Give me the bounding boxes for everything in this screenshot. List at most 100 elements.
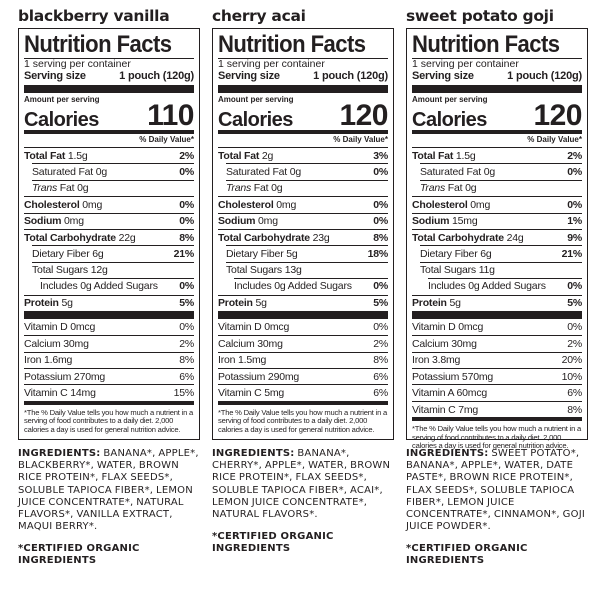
daily-value-footnote: *The % Daily Value tells you how much a … xyxy=(218,407,388,434)
trans-fat-row: Trans Fat 0g xyxy=(412,179,582,196)
sodium-dv: 1% xyxy=(567,215,582,228)
dietary-fiber-dv: 21% xyxy=(173,247,195,260)
protein-amount: 5g xyxy=(61,297,73,310)
serving-size-value: 1 pouch (120g) xyxy=(313,70,388,82)
sodium-row: Sodium 0mg 0% xyxy=(24,212,194,229)
total-fat-row: Total Fat 1.5g 2% xyxy=(412,147,582,163)
vitamin-row: Iron 3.8mg 20% xyxy=(412,351,582,368)
total-fat-amount: 2g xyxy=(261,149,274,162)
total-carb-row: Total Carbohydrate 23g 8% xyxy=(218,228,388,245)
total-fat-row: Total Fat 2g 3% xyxy=(218,147,388,163)
vitamin-label: Iron 1.5mg xyxy=(218,354,267,367)
protein-amount: 5g xyxy=(449,297,461,310)
nutrition-facts-panel: Nutrition Facts 1 serving per container … xyxy=(406,28,588,450)
vitamin-row: Vitamin D 0mcg 0% xyxy=(218,319,388,335)
total-sugars-amount: 13g xyxy=(284,263,302,276)
total-fat-dv: 2% xyxy=(567,149,582,162)
vitamin-label: Vitamin C 7mg xyxy=(412,403,479,416)
trans-label: Trans xyxy=(420,181,446,194)
vitamin-row: Iron 1.5mg 8% xyxy=(218,351,388,368)
trans-fat-amount: 0g xyxy=(77,181,89,194)
dietary-fiber-row: Dietary Fiber 5g 18% xyxy=(218,245,388,261)
total-sugars-row: Total Sugars 12g xyxy=(24,261,194,278)
vitamin-row: Vitamin A 60mcg 6% xyxy=(412,384,582,400)
protein-label: Protein xyxy=(24,297,59,310)
calories-value: 120 xyxy=(339,99,388,132)
vitamin-dv: 2% xyxy=(179,337,194,350)
dietary-fiber-row: Dietary Fiber 6g 21% xyxy=(412,245,582,261)
trans-label: Trans xyxy=(32,181,58,194)
calories-label: Calories xyxy=(218,109,293,131)
added-sugars-dv: 0% xyxy=(179,280,194,293)
serving-size-value: 1 pouch (120g) xyxy=(119,70,194,82)
vitamin-row: Vitamin C 5mg 6% xyxy=(218,384,388,400)
vitamin-label: Vitamin D 0mcg xyxy=(412,321,484,334)
vitamin-label: Vitamin C 5mg xyxy=(218,387,285,400)
serving-size: Serving size 1 pouch (120g) xyxy=(218,70,388,83)
calories-value: 120 xyxy=(533,99,582,132)
product-column-2: sweet potato goji Nutrition Facts 1 serv… xyxy=(406,0,588,567)
daily-value-footnote: *The % Daily Value tells you how much a … xyxy=(24,407,194,434)
total-fat-label: Total Fat xyxy=(24,149,66,162)
total-fat-dv: 2% xyxy=(179,149,194,162)
nutrition-facts-panel: Nutrition Facts 1 serving per container … xyxy=(18,28,200,440)
total-fat-label: Total Fat xyxy=(218,149,260,162)
dietary-fiber-amount: 6g xyxy=(92,247,104,260)
vitamin-row: Potassium 270mg 6% xyxy=(24,368,194,384)
added-sugars-label: Includes 0g Added Sugars xyxy=(234,280,352,293)
total-sugars-label: Total Sugars xyxy=(32,263,88,276)
dietary-fiber-label: Dietary Fiber xyxy=(32,247,90,260)
protein-label: Protein xyxy=(218,297,253,310)
saturated-fat-label: Saturated Fat xyxy=(226,165,288,178)
vitamin-row: Vitamin D 0mcg 0% xyxy=(412,319,582,335)
ingredients-label: INGREDIENTS: xyxy=(406,448,489,459)
trans-fat-label: Fat xyxy=(445,181,463,194)
added-sugars-label: Includes 0g Added Sugars xyxy=(428,280,546,293)
vitamin-label: Vitamin D 0mcg xyxy=(24,321,96,334)
total-carb-dv: 8% xyxy=(179,231,194,244)
product-column-0: blackberry vanilla Nutrition Facts 1 ser… xyxy=(18,0,200,567)
vitamin-dv: 0% xyxy=(179,321,194,334)
total-fat-amount: 1.5g xyxy=(67,149,88,162)
vitamin-row: Vitamin C 7mg 8% xyxy=(412,400,582,417)
saturated-fat-row: Saturated Fat 0g 0% xyxy=(218,163,388,179)
vitamin-row: Iron 1.6mg 8% xyxy=(24,351,194,368)
vitamin-label: Potassium 290mg xyxy=(218,370,300,383)
serving-size-value: 1 pouch (120g) xyxy=(507,70,582,82)
vitamin-row: Potassium 290mg 6% xyxy=(218,368,388,384)
vitamin-dv: 15% xyxy=(173,387,195,400)
serving-size-label: Serving size xyxy=(24,70,86,82)
added-sugars-dv: 0% xyxy=(567,280,582,293)
total-sugars-label: Total Sugars xyxy=(226,263,282,276)
saturated-fat-row: Saturated Fat 0g 0% xyxy=(24,163,194,179)
vitamin-dv: 10% xyxy=(561,370,583,383)
cholesterol-label: Cholesterol xyxy=(412,198,468,211)
vitamin-row: Calcium 30mg 2% xyxy=(218,335,388,351)
saturated-fat-label: Saturated Fat xyxy=(420,165,482,178)
saturated-fat-dv: 0% xyxy=(567,165,582,178)
total-sugars-amount: 12g xyxy=(90,263,108,276)
total-carb-label: Total Carbohydrate xyxy=(218,231,310,244)
saturated-fat-amount: 0g xyxy=(483,165,496,178)
saturated-fat-dv: 0% xyxy=(179,165,194,178)
vitamin-label: Potassium 570mg xyxy=(412,370,494,383)
total-carb-dv: 9% xyxy=(567,231,582,244)
vitamin-dv: 0% xyxy=(567,321,582,334)
sodium-amount: 0mg xyxy=(64,215,84,228)
amount-per-serving: Amount per serving xyxy=(412,95,488,104)
trans-fat-row: Trans Fat 0g xyxy=(24,179,194,196)
vitamin-row: Vitamin C 14mg 15% xyxy=(24,384,194,400)
added-sugars-row: Includes 0g Added Sugars 0% xyxy=(412,278,582,294)
total-carb-amount: 23g xyxy=(312,231,330,244)
vitamin-dv: 6% xyxy=(567,387,582,400)
calories-label: Calories xyxy=(412,109,487,131)
added-sugars-row: Includes 0g Added Sugars 0% xyxy=(24,278,194,294)
sodium-label: Sodium xyxy=(24,215,62,228)
total-fat-amount: 1.5g xyxy=(455,149,476,162)
vitamin-dv: 0% xyxy=(373,321,388,334)
nutrition-facts-panel: Nutrition Facts 1 serving per container … xyxy=(212,28,394,440)
added-sugars-dv: 0% xyxy=(373,280,388,293)
protein-row: Protein 5g 5% xyxy=(218,294,388,311)
ingredients-list: BANANA*, CHERRY*, APPLE*, WATER, BROWN R… xyxy=(212,448,391,521)
cholesterol-dv: 0% xyxy=(567,198,582,211)
